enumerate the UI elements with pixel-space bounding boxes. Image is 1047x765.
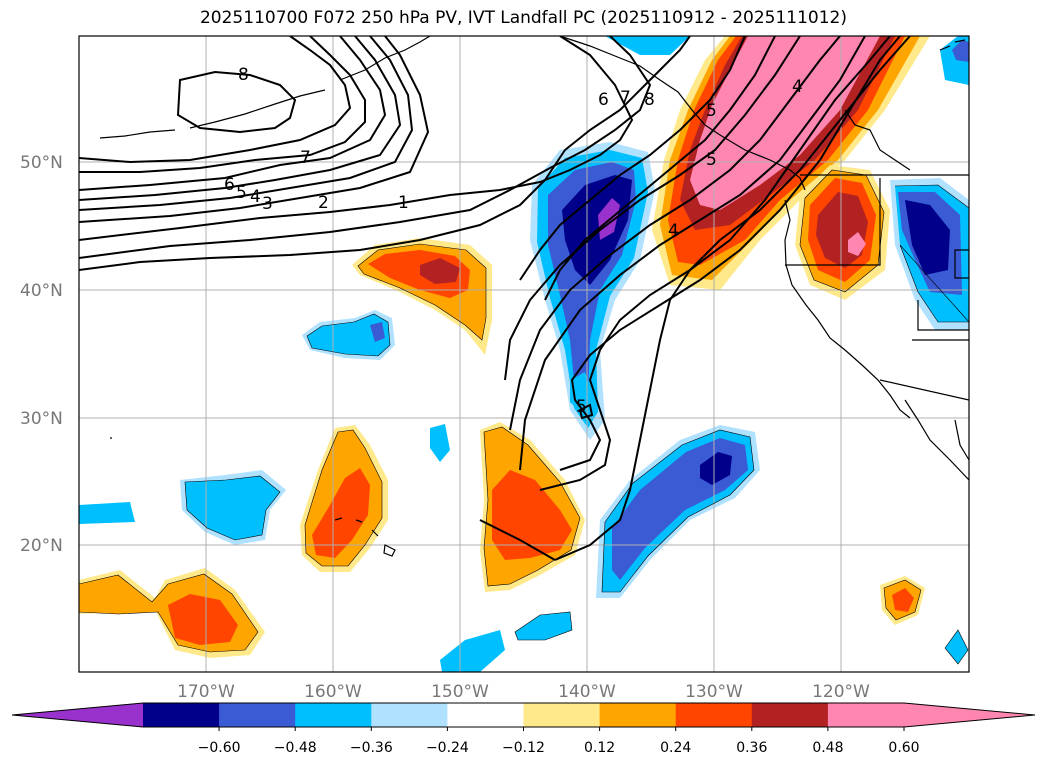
colorbar-outline bbox=[11, 702, 1036, 728]
pv-label: 8 bbox=[644, 90, 655, 110]
colorbar-tick-label: 0.36 bbox=[736, 740, 767, 756]
positive-anomaly-coastal-plume bbox=[652, 36, 930, 290]
colorbar-tick-label: −0.24 bbox=[426, 740, 469, 756]
colorbar-labels: −0.60 −0.48 −0.36 −0.24 −0.12 0.12 0.24 … bbox=[198, 740, 920, 756]
lat-label: 30°N bbox=[20, 409, 63, 429]
pv-label: 4 bbox=[250, 187, 261, 207]
colorbar-tick-label: 0.48 bbox=[812, 740, 843, 756]
shading-outlines bbox=[79, 169, 969, 665]
pc-shading bbox=[79, 36, 969, 672]
colorbar-tick-label: −0.36 bbox=[350, 740, 393, 756]
colorbar-segment bbox=[751, 703, 829, 727]
lon-label: 120°W bbox=[812, 682, 870, 702]
colorbar-tick-label: −0.12 bbox=[502, 740, 545, 756]
negative-anomaly-canada bbox=[940, 36, 969, 85]
negative-anomaly-westedge bbox=[79, 502, 135, 524]
colorbar-extend-max bbox=[904, 703, 1035, 727]
colorbar-tick-label: 0.60 bbox=[888, 740, 919, 756]
colorbar-segment bbox=[219, 703, 296, 727]
colorbar-ticks bbox=[218, 727, 905, 731]
longitude-labels: 170°W 160°W 150°W 140°W 130°W 120°W bbox=[177, 682, 870, 702]
positive-anomaly-midpacific bbox=[352, 238, 492, 355]
lat-label: 40°N bbox=[20, 281, 63, 301]
colorbar-segments bbox=[11, 702, 1036, 728]
negative-anomaly-bottom-1 bbox=[440, 630, 505, 672]
negative-anomaly-northpacific bbox=[302, 310, 395, 360]
pv-label: 2 bbox=[318, 193, 329, 213]
pv-label: 8 bbox=[238, 65, 249, 85]
lon-label: 130°W bbox=[685, 682, 743, 702]
gridlines bbox=[79, 36, 969, 672]
colorbar-extend-min bbox=[12, 703, 143, 727]
colorbar-tick-label: 0.24 bbox=[660, 740, 691, 756]
colorbar-segment bbox=[371, 703, 448, 727]
positive-anomaly-oregon bbox=[795, 165, 890, 300]
colorbar-segment bbox=[447, 703, 524, 727]
pv-label: 5 bbox=[706, 150, 717, 170]
pv-label: 1 bbox=[398, 193, 409, 213]
negative-anomaly-small-1 bbox=[430, 424, 450, 462]
lat-label: 50°N bbox=[20, 153, 63, 173]
pv-label: 5 bbox=[576, 397, 587, 417]
pv-label: 7 bbox=[300, 148, 311, 168]
colorbar-tick-label: 0.12 bbox=[584, 740, 615, 756]
colorbar-segment bbox=[599, 703, 677, 727]
colorbar-tick-label: −0.60 bbox=[198, 740, 241, 756]
positive-anomaly-hawaii bbox=[300, 425, 388, 572]
negative-anomaly-bottom-2 bbox=[515, 612, 572, 640]
colorbar-segment bbox=[295, 703, 372, 727]
pv-label: 3 bbox=[262, 194, 273, 214]
positive-anomaly-subtropical bbox=[480, 422, 585, 592]
colorbar: −0.60 −0.48 −0.36 −0.24 −0.12 0.12 0.24 … bbox=[11, 702, 1036, 756]
colorbar-segment bbox=[523, 703, 601, 727]
lat-label: 20°N bbox=[20, 536, 63, 556]
colorbar-segment bbox=[675, 703, 753, 727]
pv-label: 5 bbox=[236, 183, 247, 203]
map-frame bbox=[78, 35, 970, 673]
pv-contours bbox=[79, 36, 911, 561]
pv-label: 4 bbox=[668, 221, 679, 241]
lon-label: 170°W bbox=[177, 682, 235, 702]
colorbar-tick-label: −0.48 bbox=[274, 740, 317, 756]
latitude-labels: 50°N 40°N 30°N 20°N bbox=[20, 153, 63, 556]
colorbar-segment bbox=[827, 703, 905, 727]
pv-label: 7 bbox=[620, 88, 631, 108]
negative-anomaly-alaska bbox=[605, 36, 690, 55]
positive-anomaly-southwest bbox=[79, 568, 265, 658]
colorbar-segment bbox=[143, 703, 220, 727]
negative-anomaly-intermountain bbox=[890, 178, 969, 330]
pv-contour-labels: 8 7 6 5 4 3 2 1 6 7 8 5 4 5 5 4 bbox=[224, 65, 803, 417]
lon-label: 150°W bbox=[431, 682, 489, 702]
pv-label: 6 bbox=[224, 175, 235, 195]
pv-label: 4 bbox=[792, 77, 803, 97]
pv-label: 5 bbox=[706, 101, 717, 121]
map-title: 2025110700 F072 250 hPa PV, IVT Landfall… bbox=[199, 8, 847, 28]
pv-label: 6 bbox=[598, 90, 609, 110]
lon-label: 160°W bbox=[304, 682, 362, 702]
map-area: 8 7 6 5 4 3 2 1 6 7 8 5 4 5 5 4 bbox=[79, 36, 969, 672]
lon-label: 140°W bbox=[558, 682, 616, 702]
